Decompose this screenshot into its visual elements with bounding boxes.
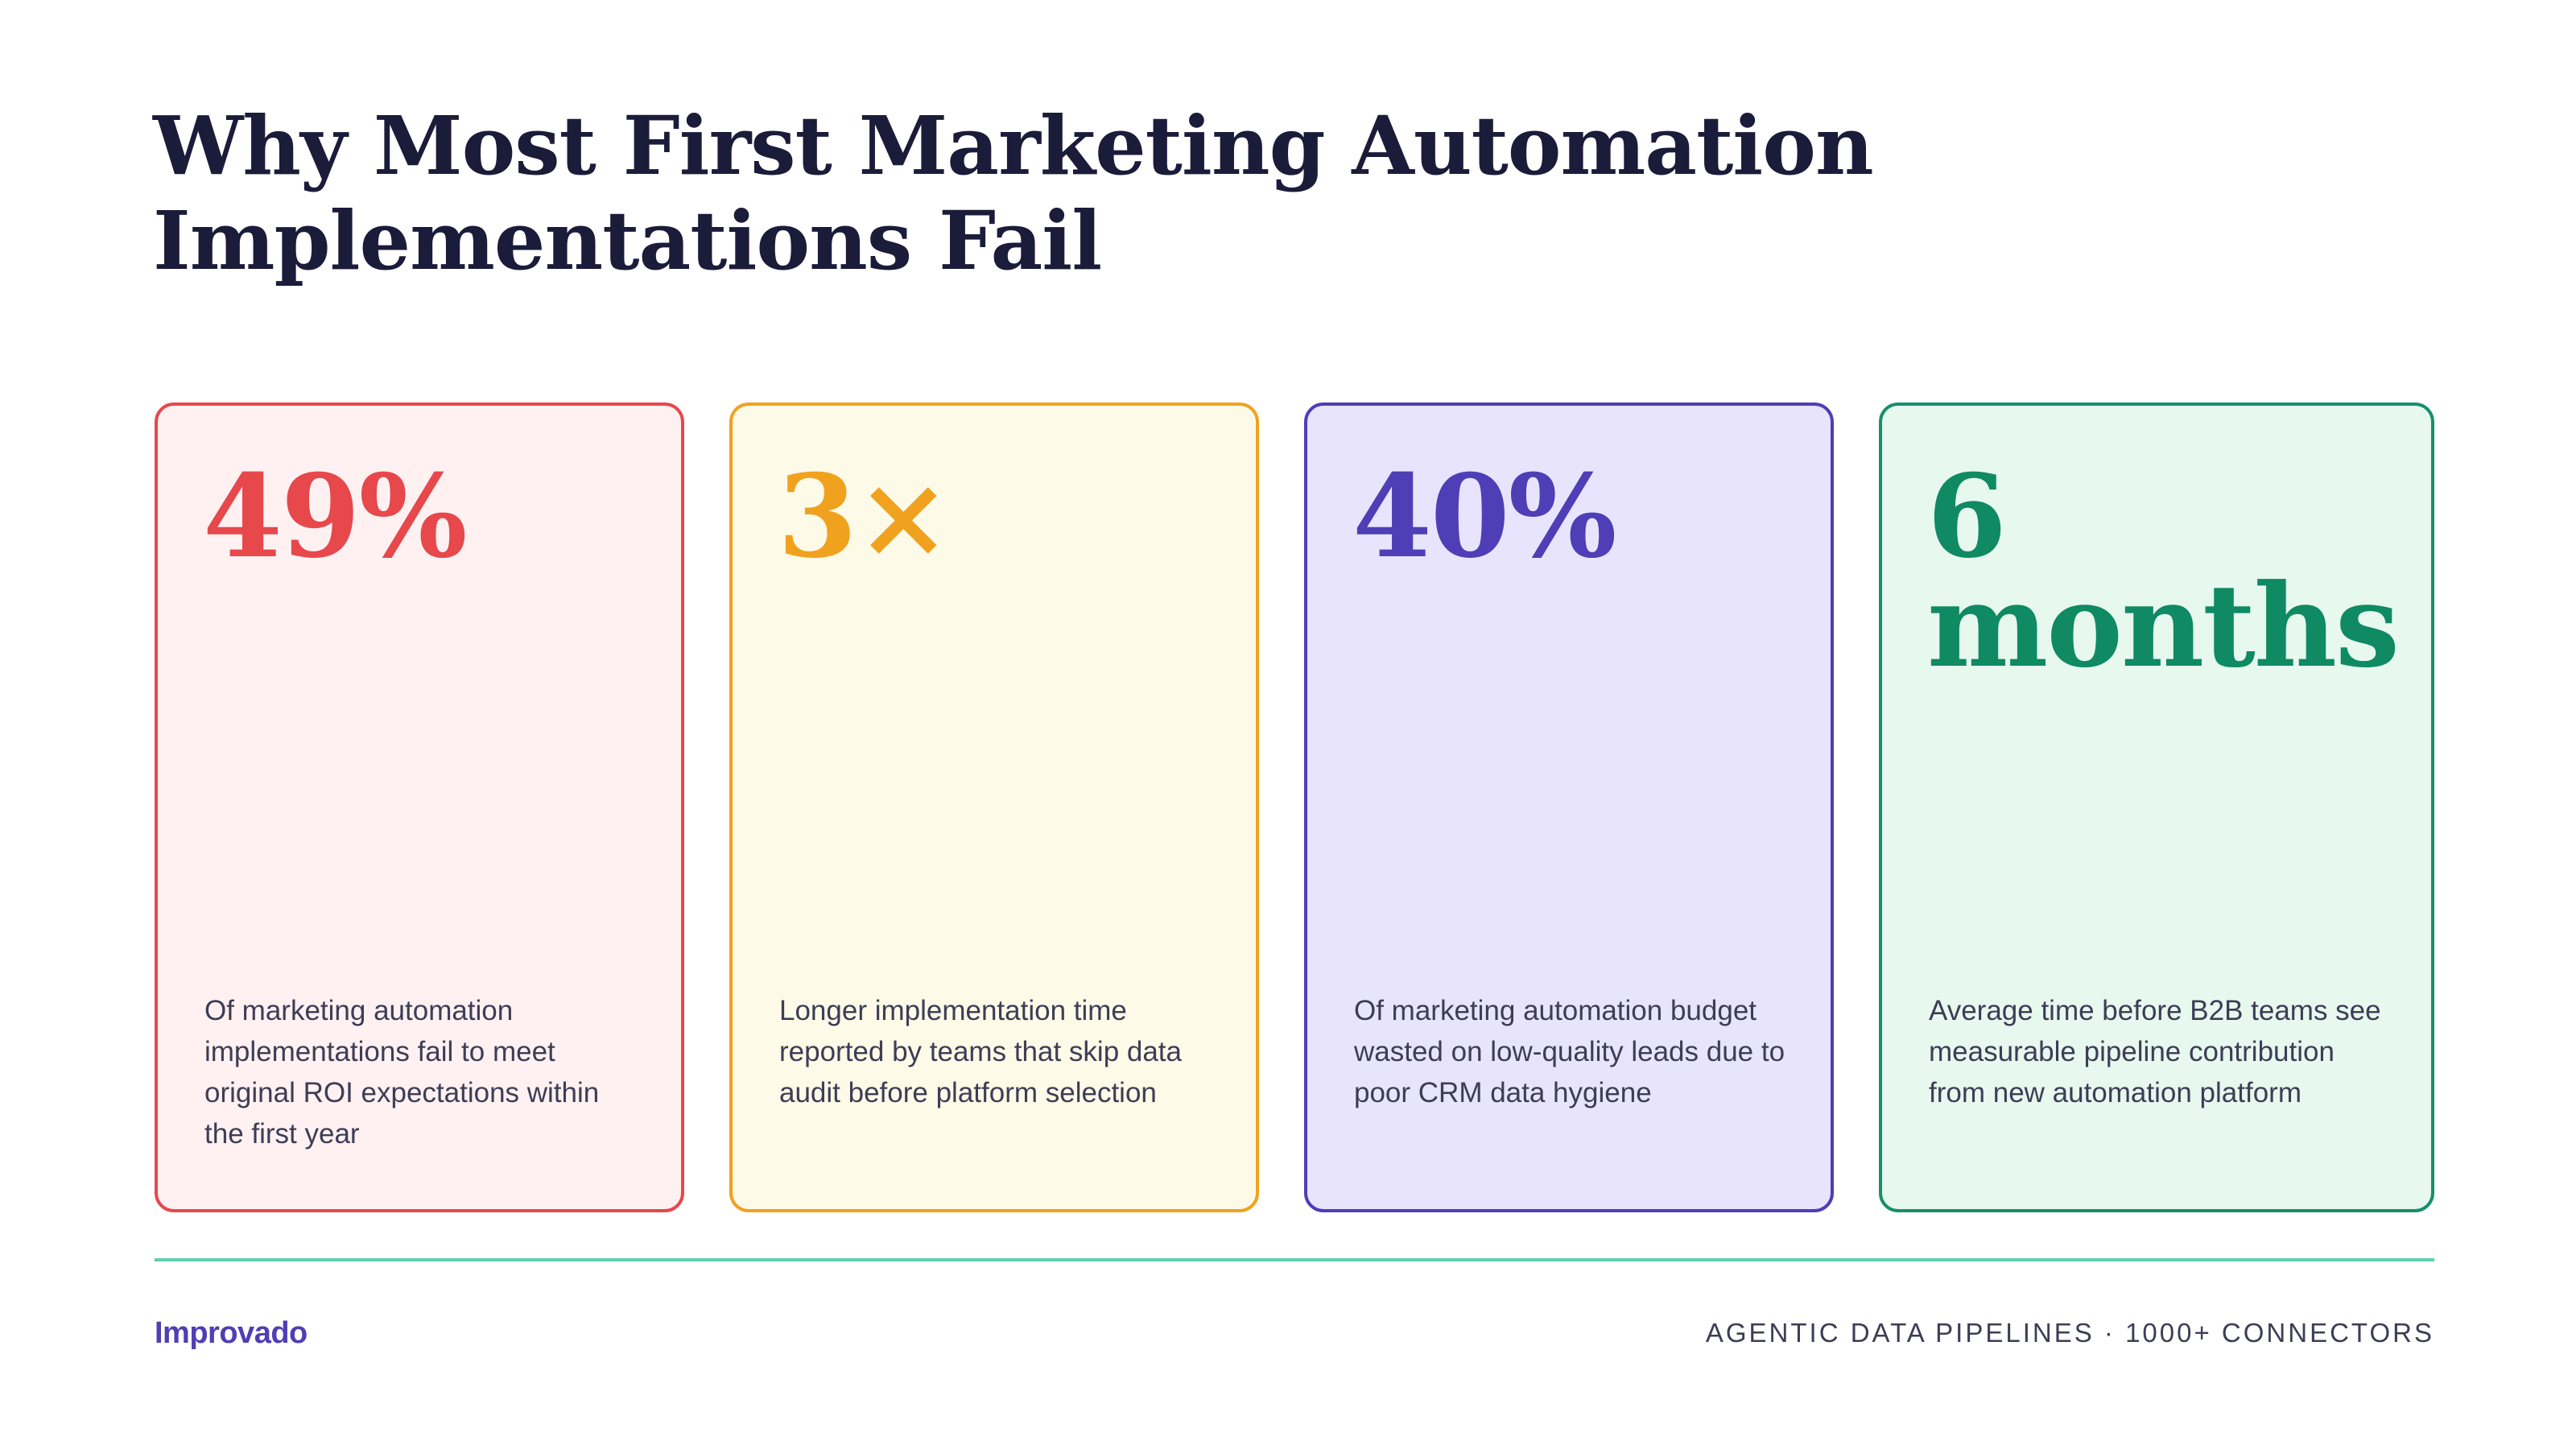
stat-value: 3×	[778, 450, 952, 584]
stat-card-roi-failure: 49% Of marketing automation implementati…	[155, 402, 684, 1212]
stat-value: 49%	[203, 450, 468, 584]
stat-card-budget-waste: 40% Of marketing automation budget waste…	[1304, 402, 1834, 1212]
footer-divider	[155, 1258, 2434, 1261]
stat-value: 40%	[1352, 450, 1617, 584]
footer-tagline: AGENTIC DATA PIPELINES · 1000+ CONNECTOR…	[1705, 1318, 2434, 1348]
stat-card-time-to-pipeline: 6 months Average time before B2B teams s…	[1879, 402, 2434, 1212]
stat-card-implementation-time: 3× Longer implementation time reported b…	[729, 402, 1259, 1212]
stat-description: Of marketing automation budget wasted on…	[1354, 995, 1785, 1108]
stat-value: 6 months	[1927, 450, 2400, 693]
brand-logo-text: Improvado	[155, 1316, 308, 1350]
stat-description: Longer implementation time reported by t…	[779, 995, 1182, 1108]
page-title: Why Most First Marketing Automation Impl…	[153, 98, 1874, 288]
stat-cards: 49% Of marketing automation implementati…	[155, 402, 2434, 1216]
stat-description: Average time before B2B teams see measur…	[1929, 995, 2381, 1108]
stat-description: Of marketing automation implementations …	[204, 995, 600, 1150]
